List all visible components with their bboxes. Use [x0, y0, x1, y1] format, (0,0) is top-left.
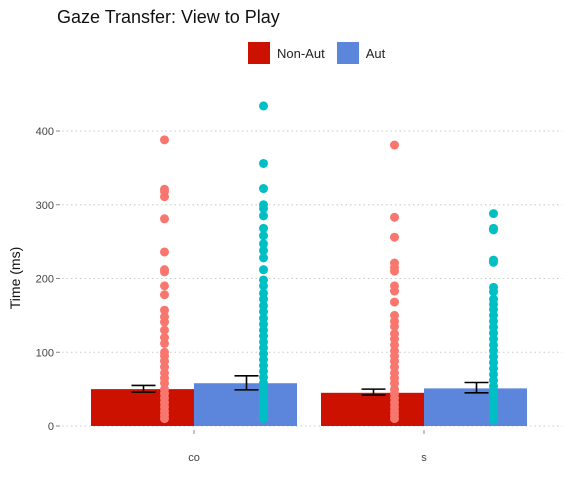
y-tick-label-400: 400: [36, 126, 54, 138]
y-tick-label-300: 300: [36, 200, 54, 212]
point-non-aut-co-4: [160, 214, 169, 224]
error-bars: [131, 375, 489, 396]
point-non-aut-co-0: [160, 135, 169, 145]
point-non-aut-s-1: [390, 212, 399, 222]
y-axis-title: Time (ms): [7, 247, 23, 309]
legend-swatch-non-aut: [248, 42, 270, 64]
legend-label-aut: Aut: [365, 45, 386, 61]
point-aut-co-4: [259, 203, 268, 213]
legend-item-aut: Aut: [336, 42, 398, 64]
point-aut-co-9: [259, 245, 268, 255]
chart-title: Gaze Transfer: View to Play: [57, 7, 280, 27]
point-aut-co-35: [259, 414, 268, 424]
legend: Non-Aut Aut: [248, 42, 397, 64]
points: [160, 101, 498, 425]
point-aut-co-7: [259, 231, 268, 241]
bar-non-aut-s: [321, 392, 424, 426]
x-tick-label-s: s: [421, 452, 427, 464]
point-aut-s-28: [489, 415, 498, 425]
point-aut-co-15: [259, 294, 268, 304]
legend-item-non-aut: Non-Aut: [248, 42, 337, 64]
point-aut-co-13: [259, 281, 268, 291]
legend-label-non-aut: Non-Aut: [277, 45, 325, 61]
bar-non-aut-co: [91, 389, 194, 426]
point-aut-co-11: [259, 265, 268, 275]
point-aut-co-17: [259, 307, 268, 317]
point-non-aut-s-5: [390, 266, 399, 276]
point-aut-co-6: [259, 223, 268, 233]
point-non-aut-co-13: [160, 325, 169, 335]
point-non-aut-s-7: [390, 286, 399, 296]
point-non-aut-s-0: [390, 140, 399, 150]
point-non-aut-co-3: [160, 192, 169, 202]
y-tick-label-200: 200: [36, 274, 54, 286]
point-aut-s-4: [489, 257, 498, 267]
point-non-aut-s-29: [390, 414, 399, 424]
point-aut-s-0: [489, 209, 498, 219]
point-non-aut-s-8: [390, 297, 399, 307]
point-non-aut-co-9: [160, 290, 169, 300]
point-aut-co-10: [259, 253, 268, 263]
point-aut-s-2: [489, 225, 498, 235]
point-non-aut-co-15: [160, 338, 169, 348]
point-non-aut-co-8: [160, 281, 169, 291]
x-tick-label-co: co: [188, 452, 200, 464]
bars: [91, 383, 527, 426]
point-non-aut-co-7: [160, 267, 169, 277]
y-tick-label-100: 100: [36, 347, 54, 359]
y-tick-labels: 0 100 200 300 400: [36, 126, 60, 433]
point-non-aut-co-12: [160, 317, 169, 327]
point-non-aut-s-11: [390, 321, 399, 331]
bar-aut-s: [424, 388, 527, 426]
point-aut-co-0: [259, 101, 268, 111]
error-bar-aut-s: [464, 381, 489, 394]
point-aut-co-5: [259, 211, 268, 221]
error-bar-non-aut-s: [361, 388, 386, 396]
point-aut-co-8: [259, 239, 268, 249]
point-non-aut-co-30: [160, 414, 169, 424]
point-non-aut-s-2: [390, 232, 399, 242]
point-aut-co-1: [259, 158, 268, 168]
point-non-aut-co-10: [160, 305, 169, 315]
y-tick-label-0: 0: [48, 421, 54, 433]
x-tick-labels: co s: [188, 430, 427, 464]
point-aut-co-2: [259, 184, 268, 194]
point-non-aut-co-5: [160, 247, 169, 257]
point-aut-s-6: [489, 287, 498, 297]
error-bar-aut-co: [234, 375, 259, 391]
error-bar-non-aut-co: [131, 384, 156, 393]
legend-swatch-aut: [336, 42, 359, 64]
